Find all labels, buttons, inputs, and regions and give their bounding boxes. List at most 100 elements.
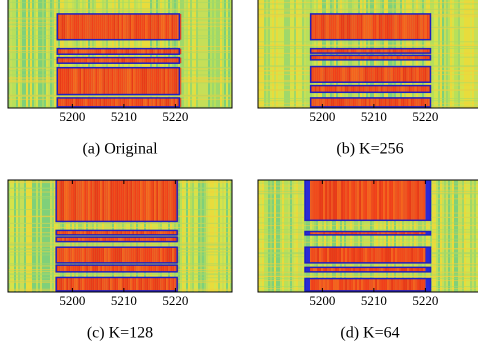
- band-noise: [117, 67, 120, 95]
- band-noise: [112, 180, 115, 222]
- band-noise: [112, 247, 115, 263]
- noise: [318, 180, 320, 292]
- noise: [426, 0, 428, 108]
- noise: [328, 180, 330, 292]
- band-noise: [122, 265, 125, 272]
- band-noise: [348, 55, 351, 60]
- band-noise: [163, 13, 166, 40]
- band-noise: [150, 237, 153, 242]
- band-noise: [310, 55, 313, 60]
- noise: [36, 0, 38, 108]
- band-noise: [103, 48, 106, 55]
- band-noise: [170, 265, 173, 272]
- band-noise: [428, 48, 431, 54]
- band-noise: [65, 97, 68, 107]
- noise: [308, 180, 310, 292]
- band-noise: [408, 97, 411, 107]
- band-noise: [408, 66, 411, 83]
- band-noise: [110, 277, 113, 291]
- band-noise: [404, 66, 407, 83]
- band-noise: [329, 247, 332, 263]
- band-noise: [417, 267, 420, 272]
- band-noise: [112, 277, 115, 291]
- band-noise: [343, 231, 346, 235]
- band-noise: [320, 97, 323, 107]
- band-noise: [327, 267, 330, 272]
- band-noise: [170, 237, 173, 242]
- band-noise: [328, 13, 331, 40]
- band-noise: [312, 48, 315, 54]
- band-noise: [145, 48, 148, 55]
- band-noise: [371, 278, 374, 291]
- band-noise: [70, 265, 73, 272]
- band-noise: [325, 267, 328, 272]
- band-noise: [371, 231, 374, 235]
- noise: [300, 0, 302, 108]
- band-noise: [130, 265, 133, 272]
- band-noise: [160, 247, 163, 263]
- band-noise: [162, 237, 165, 242]
- band-noise: [152, 265, 155, 272]
- band-noise: [57, 97, 60, 107]
- band-noise: [70, 277, 73, 291]
- noise: [294, 0, 296, 108]
- band-noise: [414, 55, 417, 60]
- noise: [348, 0, 350, 108]
- band-noise: [116, 230, 119, 235]
- panel: 5200 5210 5220(d) K=64: [257, 179, 478, 342]
- band-noise: [118, 247, 121, 263]
- band-noise: [65, 48, 68, 55]
- band-noise: [175, 48, 178, 55]
- band-noise: [157, 97, 160, 107]
- band-noise: [105, 48, 108, 55]
- band-noise: [118, 277, 121, 291]
- band-noise: [397, 247, 400, 263]
- band-noise: [150, 277, 153, 291]
- band-noise: [101, 97, 104, 107]
- band-noise: [419, 278, 422, 291]
- band-noise: [414, 66, 417, 83]
- noise: [388, 0, 390, 108]
- band-noise: [428, 13, 431, 40]
- noise: [360, 0, 362, 108]
- noise: [428, 0, 430, 108]
- band-noise: [379, 231, 382, 235]
- band-noise: [146, 277, 149, 291]
- band-noise: [137, 67, 140, 95]
- band-noise: [120, 237, 123, 242]
- band-noise: [340, 55, 343, 60]
- band-noise: [318, 97, 321, 107]
- band-noise: [413, 278, 416, 291]
- band-noise: [408, 48, 411, 54]
- band-noise: [79, 97, 82, 107]
- band-noise: [70, 180, 73, 222]
- band-noise: [420, 97, 423, 107]
- band-noise: [164, 230, 167, 235]
- band-noise: [339, 278, 342, 291]
- band-noise: [314, 48, 317, 54]
- noise: [326, 180, 328, 292]
- band-noise: [138, 247, 141, 263]
- band-box: [55, 246, 178, 264]
- band-noise: [88, 230, 91, 235]
- band-noise: [393, 278, 396, 291]
- band-noise: [415, 231, 418, 235]
- band-noise: [386, 66, 389, 83]
- noise: [398, 180, 400, 292]
- band-noise: [368, 85, 371, 93]
- band-noise: [127, 97, 130, 107]
- band-noise: [318, 85, 321, 93]
- band-noise: [85, 97, 88, 107]
- band-noise: [82, 180, 85, 222]
- band-noise: [147, 57, 150, 64]
- band-noise: [102, 277, 105, 291]
- band-box: [56, 66, 181, 96]
- band-noise: [380, 13, 383, 40]
- band-noise: [156, 265, 159, 272]
- band-noise: [367, 267, 370, 272]
- band-noise: [63, 57, 66, 64]
- band-noise: [415, 278, 418, 291]
- band-noise: [389, 247, 392, 263]
- band-noise: [409, 180, 412, 221]
